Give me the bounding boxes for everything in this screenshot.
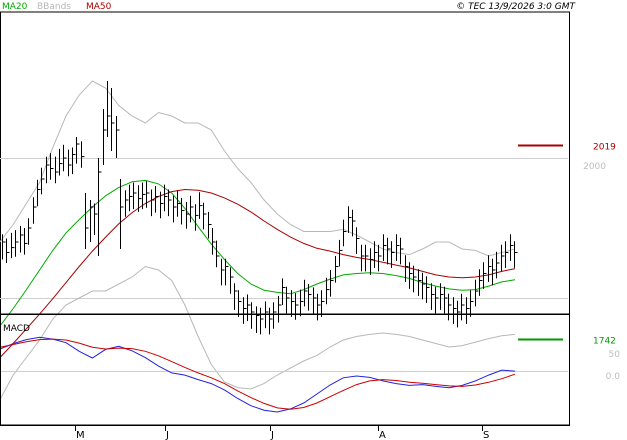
price-grid <box>0 158 568 299</box>
bollinger-upper-band <box>0 80 516 257</box>
ma20-line <box>0 179 516 327</box>
price-y-tick-label: 2000 <box>583 162 606 172</box>
macd-y-ticks: 500.0 <box>606 350 621 382</box>
legend: MA20 BBands MA50 © TEC 13/9/2026 3:0 GMT <box>2 2 577 12</box>
price-y-ticks: 2000 <box>583 162 606 172</box>
x-tick-label: J <box>270 430 274 440</box>
moving-averages <box>0 179 516 358</box>
level-label-1742: 1742 <box>593 337 616 347</box>
macd-y-tick-label: 50 <box>609 350 621 360</box>
ma50-line <box>0 188 516 358</box>
macd-panel: 500.0 MACD <box>0 313 621 426</box>
legend-ma20: MA20 <box>2 2 28 12</box>
signal-line <box>0 338 516 410</box>
legend-ma50: MA50 <box>86 2 112 12</box>
macd-line <box>0 336 516 413</box>
macd-lines <box>0 336 516 413</box>
x-tick-label: M <box>76 430 85 440</box>
level-label-2019: 2019 <box>593 143 616 153</box>
x-tick-label: S <box>483 430 489 440</box>
legend-bbands: BBands <box>37 2 71 12</box>
price-levels: 2019 1742 <box>518 143 616 347</box>
x-tick-label: A <box>379 430 386 440</box>
bollinger-lower-band <box>0 265 516 400</box>
x-tick-label: J <box>165 430 169 440</box>
price-bars <box>2 81 518 335</box>
macd-title: MACD <box>3 324 30 334</box>
price-panel: 2019 1742 2000 <box>0 11 616 400</box>
price-panel-frame <box>0 11 570 315</box>
macd-y-tick-label: 0.0 <box>606 372 621 382</box>
copyright-notice: © TEC 13/9/2026 3:0 GMT <box>456 2 576 12</box>
bollinger-bands <box>0 80 516 400</box>
